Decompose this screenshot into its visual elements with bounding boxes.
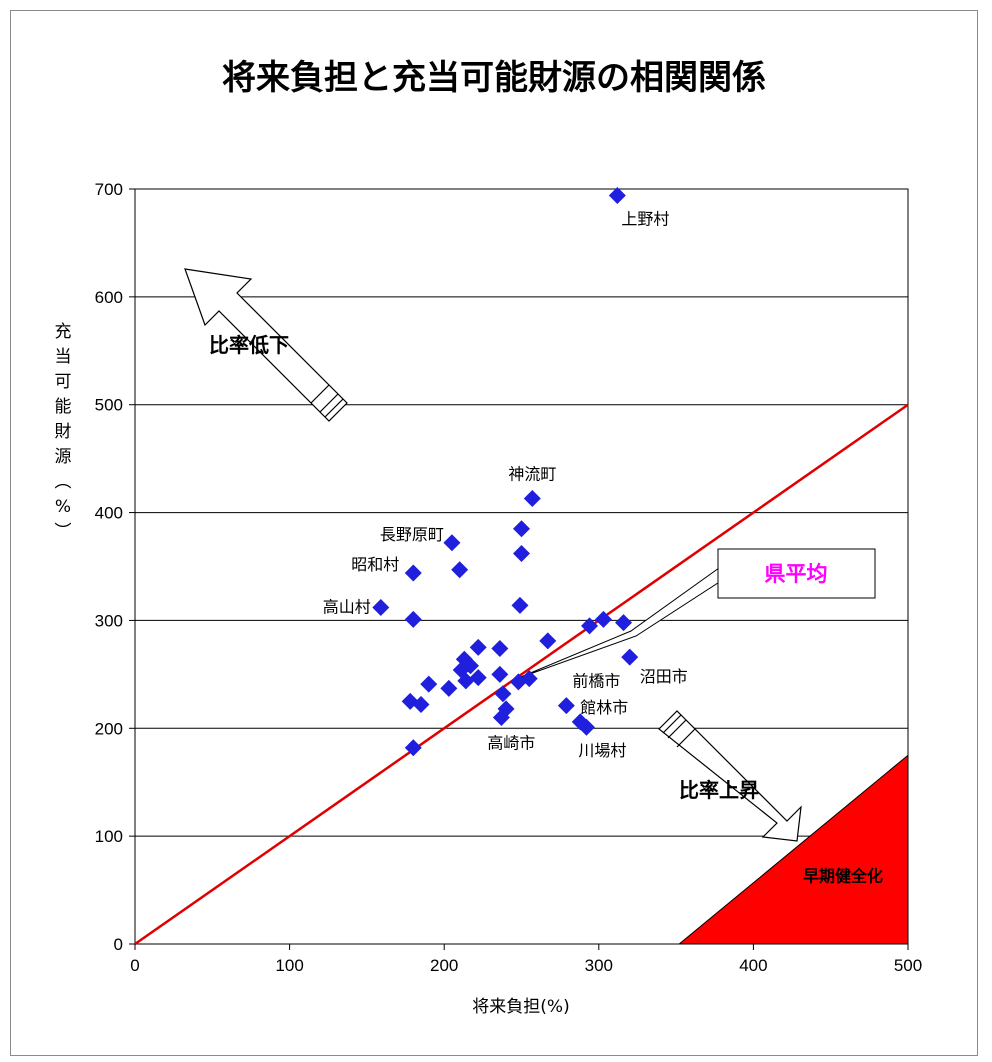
scatter-point xyxy=(494,685,512,703)
callout-box xyxy=(717,548,876,599)
scatter-point xyxy=(420,675,438,693)
plot-area xyxy=(134,188,909,945)
arrow-down-shape xyxy=(658,710,802,842)
x-tick-label: 400 xyxy=(739,956,767,975)
reference-line xyxy=(134,403,909,946)
scatter-point xyxy=(594,610,612,628)
point-label: 高山村 xyxy=(323,597,371,616)
x-axis-label: 将来負担(%) xyxy=(472,997,569,1017)
callout-label: 県平均 xyxy=(765,562,828,586)
scatter-point xyxy=(523,490,541,508)
chart-frame: 将来負担と充当可能財源の相関関係 早期健全化 0 100 200 300 400 500 6… xyxy=(10,10,978,1056)
point-label: 沼田市 xyxy=(640,667,688,686)
scatter-point xyxy=(440,679,458,697)
x-tick-label: 300 xyxy=(585,956,613,975)
axis-ticks: 0 100 200 300 400 500 600 700 0 100 200 300 400 500 xyxy=(95,180,923,975)
prefecture-average-callout: 県平均 xyxy=(515,548,876,680)
scatter-point xyxy=(615,614,633,632)
scatter-point xyxy=(372,598,390,616)
arrow-up-stripe xyxy=(324,398,344,418)
y-tick-label: 100 xyxy=(95,827,123,846)
scatter-point xyxy=(404,564,422,582)
y-tick-label: 500 xyxy=(95,396,123,415)
arrow-down-label: 比率上昇 xyxy=(679,778,759,802)
arrow-up-stripe xyxy=(310,384,330,404)
y-tick-label: 600 xyxy=(95,288,123,307)
arrow-down-stripe xyxy=(662,714,682,734)
scatter-point xyxy=(412,696,430,714)
scatter-point xyxy=(608,186,626,204)
scatter-point xyxy=(577,718,595,736)
scatter-point xyxy=(404,739,422,757)
x-tick-label: 200 xyxy=(430,956,458,975)
point-label: 川場村 xyxy=(578,741,626,760)
y-tick-label: 0 xyxy=(114,935,123,954)
scatter-point xyxy=(469,638,487,656)
scatter-point xyxy=(457,672,475,690)
data-points xyxy=(372,186,639,757)
scatter-point xyxy=(539,632,557,650)
scatter-point xyxy=(520,670,538,688)
scatter-point xyxy=(469,669,487,687)
point-label: 前橋市 xyxy=(572,672,620,691)
y-tick-label: 200 xyxy=(95,719,123,738)
scatter-point xyxy=(443,534,461,552)
scatter-chart: 将来負担と充当可能財源の相関関係 早期健全化 0 100 200 300 400 500 6… xyxy=(55,58,923,1017)
ratio-decrease-arrow: 比率低下 xyxy=(184,268,348,422)
scatter-point xyxy=(491,639,509,657)
scatter-point xyxy=(511,596,529,614)
ratio-increase-arrow: 比率上昇 xyxy=(658,710,802,842)
x-tick-label: 0 xyxy=(130,956,139,975)
chart-title: 将来負担と充当可能財源の相関関係 xyxy=(222,58,766,98)
arrow-down-stripe xyxy=(676,728,696,748)
scatter-point xyxy=(492,709,510,726)
point-label: 神流町 xyxy=(508,465,556,484)
x-tick-label: 500 xyxy=(894,956,922,975)
y-tick-label: 700 xyxy=(95,180,123,199)
arrow-down-stripe xyxy=(667,719,687,739)
scatter-point xyxy=(513,520,530,538)
y-axis-label: 充当可能財源︵% ︶ xyxy=(55,322,72,542)
point-label: 長野原町 xyxy=(380,525,444,544)
arrow-up-label: 比率低下 xyxy=(209,333,289,357)
zone-label: 早期健全化 xyxy=(803,866,883,885)
scatter-point xyxy=(404,610,422,628)
scatter-point xyxy=(581,617,599,635)
scatter-point xyxy=(491,665,509,683)
scatter-point xyxy=(509,673,527,691)
scatter-point xyxy=(513,545,530,563)
arrow-up-shape xyxy=(184,268,348,422)
arrow-up-stripe xyxy=(319,393,339,413)
point-label: 上野村 xyxy=(621,209,669,228)
y-axis-label-group: 充当可能財源︵% ︶ xyxy=(55,322,72,542)
scatter-point xyxy=(557,697,575,715)
y-tick-label: 300 xyxy=(95,611,123,630)
point-label: 昭和村 xyxy=(351,555,399,574)
scatter-point xyxy=(621,648,639,666)
y-tick-label: 400 xyxy=(95,504,123,523)
x-tick-label: 100 xyxy=(275,956,303,975)
point-label: 館林市 xyxy=(580,698,628,717)
scatter-point xyxy=(451,561,469,579)
point-label: 高崎市 xyxy=(487,734,535,753)
early-soundness-zone xyxy=(677,754,909,945)
